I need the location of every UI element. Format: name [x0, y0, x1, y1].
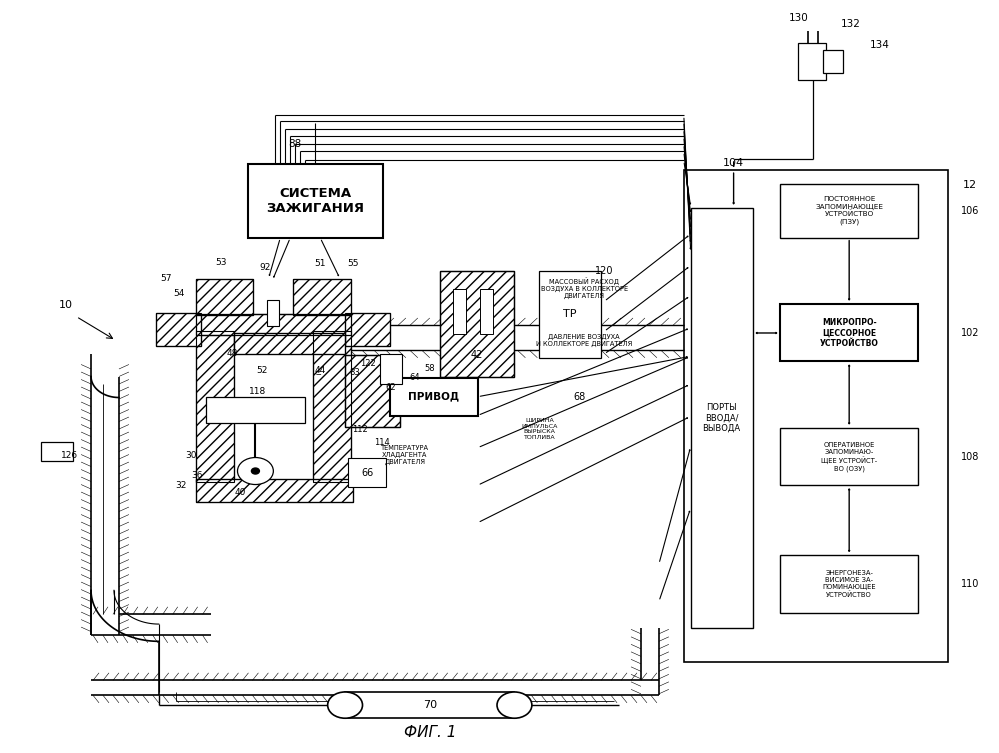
Text: 58: 58 — [425, 364, 436, 373]
Text: 120: 120 — [594, 267, 613, 276]
Bar — [196, 314, 351, 335]
Bar — [268, 300, 280, 326]
Text: 64: 64 — [410, 373, 421, 382]
Bar — [314, 331, 351, 481]
Text: 134: 134 — [870, 40, 890, 50]
Bar — [345, 355, 400, 427]
Text: 55: 55 — [348, 260, 359, 269]
Text: 42: 42 — [471, 350, 483, 361]
Bar — [690, 208, 752, 628]
Bar — [798, 43, 826, 80]
Text: 62: 62 — [386, 383, 397, 392]
Bar — [780, 184, 918, 238]
Ellipse shape — [498, 692, 531, 718]
Text: ДАВЛЕНИЕ ВОЗДУХА
И КОЛЛЕКТОРЕ ДВИГАТЕЛЯ: ДАВЛЕНИЕ ВОЗДУХА И КОЛЛЕКТОРЕ ДВИГАТЕЛЯ — [536, 334, 632, 347]
Bar — [156, 312, 201, 346]
Bar — [539, 272, 601, 358]
Bar — [196, 279, 254, 315]
Bar — [41, 442, 73, 461]
Text: 66: 66 — [361, 468, 374, 477]
Text: 110: 110 — [961, 579, 979, 590]
Text: ТЕМПЕРАТУРА
ХЛАДАГЕНТА
ДВИГАТЕЛЯ: ТЕМПЕРАТУРА ХЛАДАГЕНТА ДВИГАТЕЛЯ — [381, 445, 429, 465]
Text: 48: 48 — [227, 349, 238, 358]
Text: ПРИВОД: ПРИВОД — [409, 392, 460, 402]
Text: 68: 68 — [573, 392, 585, 402]
Bar — [345, 312, 390, 346]
Text: 70: 70 — [423, 700, 437, 710]
Text: 122: 122 — [360, 359, 376, 368]
Text: СИСТЕМА
ЗАЖИГАНИЯ: СИСТЕМА ЗАЖИГАНИЯ — [266, 187, 365, 215]
Bar — [780, 428, 918, 485]
Bar — [196, 331, 234, 481]
Bar — [480, 289, 493, 334]
Text: 132: 132 — [841, 19, 861, 29]
Bar — [345, 312, 390, 346]
Text: 10: 10 — [59, 300, 73, 310]
Bar — [380, 354, 402, 384]
Text: 12: 12 — [963, 180, 977, 191]
Bar — [196, 479, 353, 501]
Bar — [453, 289, 466, 334]
Text: ФИГ. 1: ФИГ. 1 — [404, 725, 456, 740]
Bar — [234, 333, 345, 354]
Bar — [345, 355, 400, 427]
Bar — [294, 279, 351, 315]
Text: 57: 57 — [160, 275, 172, 283]
Bar — [249, 164, 383, 238]
Text: 54: 54 — [173, 289, 185, 298]
Text: 88: 88 — [289, 139, 302, 149]
Text: 130: 130 — [788, 13, 808, 23]
Text: 104: 104 — [723, 157, 744, 168]
Text: 102: 102 — [961, 328, 979, 338]
Bar — [345, 691, 514, 718]
Text: ЭНЕРГОНЕЗА-
ВИСИМОЕ ЗА-
ПОМИНАЮЩЕЕ
УСТРОЙСТВО: ЭНЕРГОНЕЗА- ВИСИМОЕ ЗА- ПОМИНАЮЩЕЕ УСТРО… — [822, 570, 876, 599]
Bar — [196, 279, 254, 315]
Bar — [196, 314, 351, 335]
Bar — [156, 312, 201, 346]
Bar — [348, 459, 386, 486]
Text: ТР: ТР — [563, 309, 577, 319]
Text: МИКРОПРО-
ЦЕССОРНОЕ
УСТРОЙСТВО: МИКРОПРО- ЦЕССОРНОЕ УСТРОЙСТВО — [820, 318, 878, 348]
Bar — [823, 50, 843, 72]
Text: ШИРИНА
ИМПУЛЬСА
ВЫРЫСКА
ТОПЛИВА: ШИРИНА ИМПУЛЬСА ВЫРЫСКА ТОПЛИВА — [521, 418, 557, 441]
Text: 83: 83 — [350, 368, 361, 377]
Bar — [294, 279, 351, 315]
Text: ОПЕРАТИВНОЕ
ЗАПОМИНАЮ-
ЩЕЕ УСТРОЙСТ-
ВО (ОЗУ): ОПЕРАТИВНОЕ ЗАПОМИНАЮ- ЩЕЕ УСТРОЙСТ- ВО … — [821, 442, 877, 471]
Circle shape — [238, 458, 274, 484]
Text: 52: 52 — [257, 366, 268, 375]
Ellipse shape — [328, 692, 363, 718]
Text: 40: 40 — [235, 488, 246, 497]
Text: 114: 114 — [374, 438, 390, 447]
Text: 32: 32 — [175, 480, 187, 489]
Text: 92: 92 — [260, 264, 271, 273]
Text: 30: 30 — [185, 451, 197, 460]
Text: ПОСТОЯННОЕ
ЗАПОМИНАЮЩЕЕ
УСТРОЙСТВО
(ПЗУ): ПОСТОЯННОЕ ЗАПОМИНАЮЩЕЕ УСТРОЙСТВО (ПЗУ) — [815, 197, 883, 225]
Bar — [440, 272, 514, 376]
Bar — [234, 333, 345, 354]
Text: 51: 51 — [315, 260, 326, 269]
Bar — [780, 303, 918, 361]
Text: 53: 53 — [215, 258, 227, 267]
Text: 112: 112 — [353, 425, 368, 434]
Bar — [683, 170, 948, 662]
Text: 118: 118 — [249, 387, 266, 396]
Text: 36: 36 — [191, 471, 203, 480]
Bar — [206, 397, 306, 423]
Text: МАССОВЫЙ РАСХОД
ВОЗДУХА В КОЛЛЕКТОРЕ
ДВИГАТЕЛЯ: МАССОВЫЙ РАСХОД ВОЗДУХА В КОЛЛЕКТОРЕ ДВИ… — [540, 277, 627, 299]
Text: 106: 106 — [961, 206, 979, 215]
Bar — [780, 555, 918, 613]
Bar — [314, 331, 351, 481]
Text: ПОРТЫ
ВВОДА/
ВЫВОДА: ПОРТЫ ВВОДА/ ВЫВОДА — [702, 403, 740, 433]
Text: 44: 44 — [315, 366, 326, 375]
Bar — [196, 479, 353, 501]
Bar — [440, 272, 514, 376]
Text: 108: 108 — [961, 452, 979, 462]
Text: 126: 126 — [61, 451, 78, 460]
Bar — [390, 378, 478, 416]
Bar — [196, 331, 234, 481]
Circle shape — [252, 468, 260, 474]
